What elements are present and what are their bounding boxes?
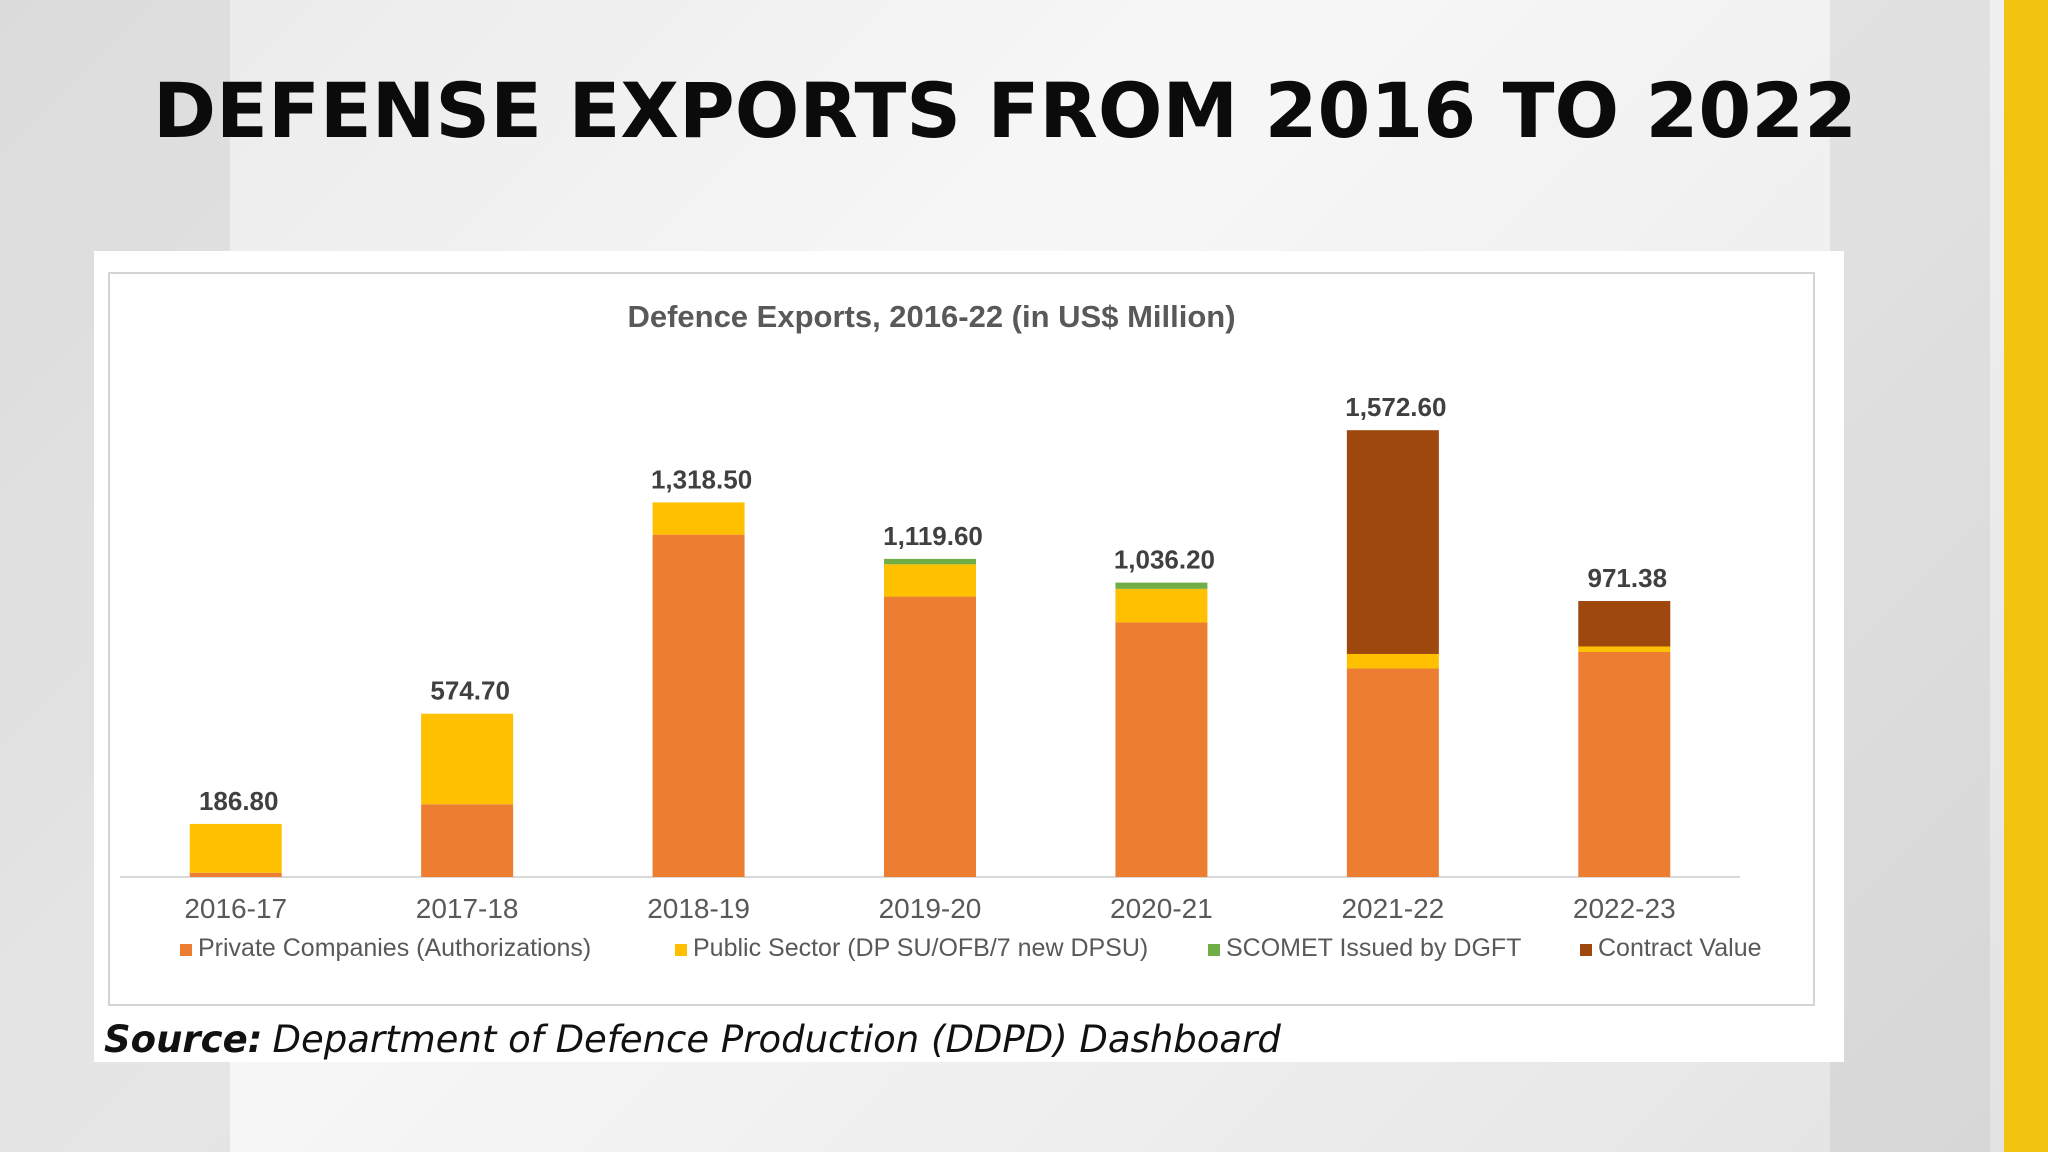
x-tick-label: 2021-22 [1341,893,1444,924]
legend-swatch [1580,944,1592,956]
bar-total-label: 971.38 [1588,563,1668,593]
bar-segment [1115,582,1208,589]
bar-total-label: 186.80 [199,786,279,816]
x-tick-label: 2017-18 [416,893,519,924]
bar-segment [1346,430,1439,654]
bar-segment [189,872,282,877]
x-tick-label: 2020-21 [1110,893,1213,924]
bar-segment [1578,646,1671,652]
legend-label: Private Companies (Authorizations) [198,934,591,962]
bar-segment [1115,588,1208,623]
legend-label: Public Sector (DP SU/OFB/7 new DPSU) [693,934,1148,962]
legend-swatch [675,944,687,956]
source-line: Source: Department of Defence Production … [104,1018,1281,1061]
source-label: Source: [104,1018,263,1061]
source-text: Department of Defence Production (DDPD) … [272,1018,1281,1061]
x-tick-label: 2022-23 [1573,893,1676,924]
chart-frame: Defence Exports, 2016-22 (in US$ Million… [108,272,1815,1006]
legend-label: SCOMET Issued by DGFT [1226,934,1521,962]
bar-segment [1346,668,1439,877]
legend-label: Contract Value [1598,934,1762,962]
bar-segment [652,502,745,535]
bar-segment [1346,653,1439,669]
slide-title: DEFENSE EXPORTS FROM 2016 TO 2022 [152,66,1858,155]
background-building [1830,0,1990,1152]
stacked-bar-chart: Defence Exports, 2016-22 (in US$ Million… [120,299,1762,962]
chart-title: Defence Exports, 2016-22 (in US$ Million… [627,299,1235,334]
accent-stripe [2004,0,2048,1152]
bar-segment [1115,622,1208,877]
bar-segment [421,804,514,877]
bar-total-label: 1,119.60 [883,521,983,551]
bar-segment [1578,651,1671,877]
bar-segment [652,534,745,877]
legend-swatch [180,944,192,956]
bar-segment [421,713,514,805]
bar-total-label: 1,318.50 [651,464,752,494]
bar-segment [884,558,976,565]
bar-total-label: 1,572.60 [1345,392,1446,422]
bar-segment [1578,601,1671,647]
legend-swatch [1208,944,1220,956]
x-tick-label: 2019-20 [879,893,982,924]
bar-total-label: 574.70 [430,676,510,706]
bar-segment [884,596,976,877]
x-tick-label: 2018-19 [647,893,750,924]
bar-total-label: 1,036.20 [1114,545,1215,575]
bar-segment [884,564,976,597]
bar-segment [189,823,282,873]
x-tick-label: 2016-17 [184,893,287,924]
